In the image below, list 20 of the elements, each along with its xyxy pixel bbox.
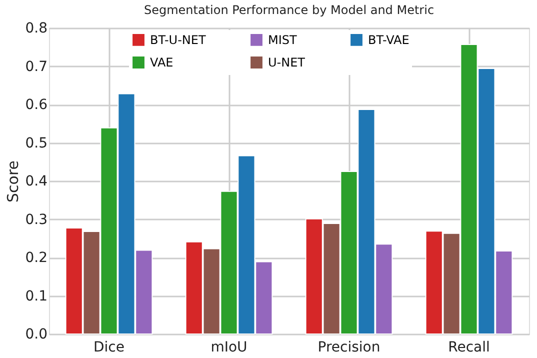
y-tick-label: 0.5 bbox=[25, 135, 48, 152]
y-tick-label: 0.1 bbox=[25, 288, 48, 304]
x-tick-label: Precision bbox=[318, 340, 380, 356]
legend-label: BT-U-NET bbox=[150, 32, 206, 47]
legend-label: MIST bbox=[268, 32, 298, 47]
y-tick-label: 0.3 bbox=[25, 212, 48, 228]
x-tick-label: mIoU bbox=[210, 340, 248, 356]
y-tick-label: 0.4 bbox=[25, 174, 48, 190]
x-tick-label: Dice bbox=[94, 340, 124, 356]
y-axis-title: Score bbox=[4, 160, 22, 203]
y-tick-label: 0.2 bbox=[25, 250, 48, 266]
y-tick-label: 0.6 bbox=[25, 97, 48, 113]
legend-label: BT-VAE bbox=[368, 32, 410, 47]
y-tick-label: 0.7 bbox=[25, 58, 48, 75]
y-tick-label: 0.8 bbox=[25, 20, 48, 36]
chart-title: Segmentation Performance by Model and Metric bbox=[144, 3, 434, 17]
legend-label: VAE bbox=[150, 56, 174, 70]
x-tick-label: Recall bbox=[448, 340, 490, 356]
y-tick-label: 0.0 bbox=[25, 326, 48, 342]
legend-label: U-NET bbox=[268, 56, 306, 70]
